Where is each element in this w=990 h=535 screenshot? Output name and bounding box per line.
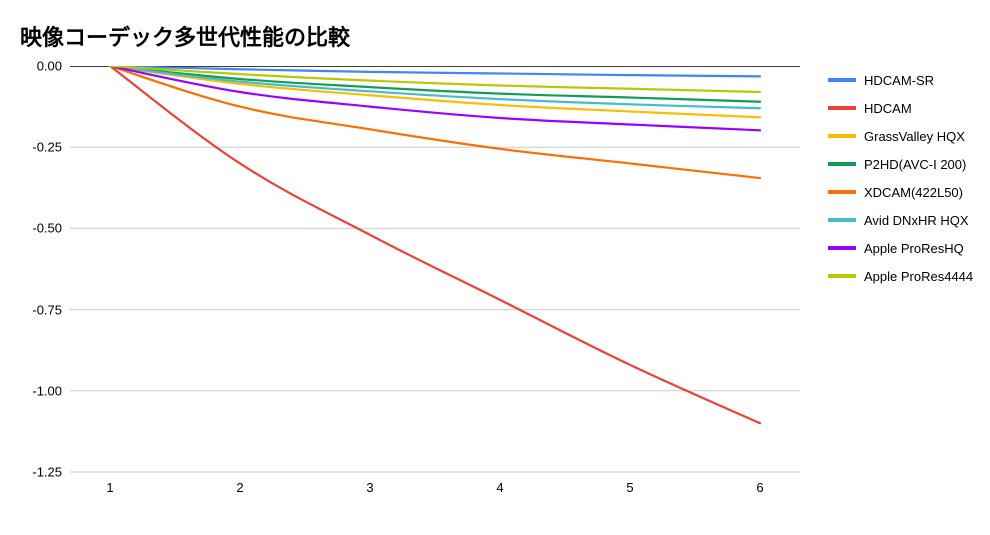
legend-swatch <box>828 246 856 250</box>
legend-label: P2HD(AVC-I 200) <box>864 157 966 172</box>
legend-swatch <box>828 162 856 166</box>
series-line <box>110 66 760 423</box>
chart-title: 映像コーデック多世代性能の比較 <box>20 20 350 52</box>
y-tick-label: -0.75 <box>12 302 62 317</box>
chart-root: { "chart": { "type": "line", "title": "映… <box>0 0 990 535</box>
x-tick-label: 3 <box>360 480 380 495</box>
legend-item: Apple ProRes4444 <box>828 262 973 290</box>
x-tick-label: 2 <box>230 480 250 495</box>
legend-label: GrassValley HQX <box>864 129 965 144</box>
plot-svg <box>70 66 800 498</box>
y-tick-label: -1.00 <box>12 383 62 398</box>
plot-area: 0.00-0.25-0.50-0.75-1.00-1.25 123456 <box>70 66 800 498</box>
x-tick-label: 6 <box>750 480 770 495</box>
legend-item: HDCAM-SR <box>828 66 973 94</box>
x-tick-label: 5 <box>620 480 640 495</box>
legend-swatch <box>828 106 856 110</box>
x-tick-label: 4 <box>490 480 510 495</box>
legend-label: Apple ProResHQ <box>864 241 964 256</box>
legend-label: HDCAM-SR <box>864 73 934 88</box>
y-tick-label: 0.00 <box>12 59 62 74</box>
y-tick-label: -0.25 <box>12 140 62 155</box>
legend-item: Apple ProResHQ <box>828 234 973 262</box>
legend-swatch <box>828 190 856 194</box>
legend-label: HDCAM <box>864 101 912 116</box>
legend-label: Avid DNxHR HQX <box>864 213 969 228</box>
x-tick-label: 1 <box>100 480 120 495</box>
legend-label: XDCAM(422L50) <box>864 185 963 200</box>
legend-swatch <box>828 274 856 278</box>
legend-item: GrassValley HQX <box>828 122 973 150</box>
legend-swatch <box>828 218 856 222</box>
legend-item: XDCAM(422L50) <box>828 178 973 206</box>
legend-label: Apple ProRes4444 <box>864 269 973 284</box>
y-tick-label: -0.50 <box>12 221 62 236</box>
legend-item: P2HD(AVC-I 200) <box>828 150 973 178</box>
legend-item: Avid DNxHR HQX <box>828 206 973 234</box>
y-tick-label: -1.25 <box>12 465 62 480</box>
legend: HDCAM-SR HDCAM GrassValley HQX P2HD(AVC-I 2… <box>828 66 973 290</box>
legend-swatch <box>828 78 856 82</box>
legend-item: HDCAM <box>828 94 973 122</box>
legend-swatch <box>828 134 856 138</box>
